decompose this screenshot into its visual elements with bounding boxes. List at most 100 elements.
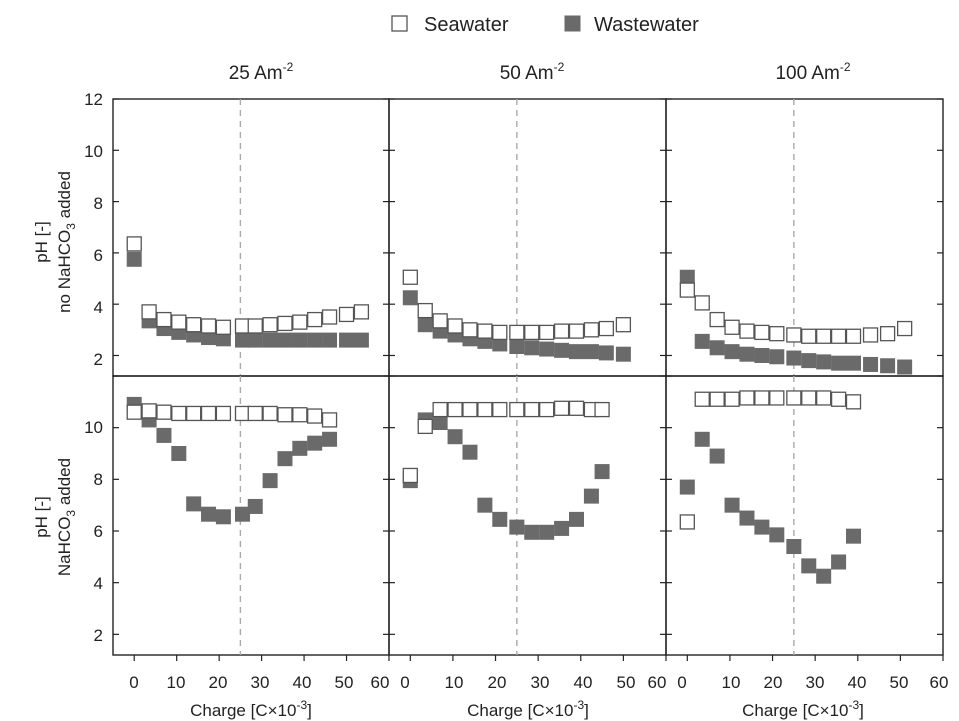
wastewater-point (801, 353, 817, 369)
seawater-point (126, 236, 142, 252)
panel-r2-c2 (388, 375, 667, 661)
wastewater-point (724, 344, 740, 360)
seawater-point (432, 401, 448, 418)
wastewater-point (524, 340, 540, 356)
seawater-point (739, 323, 755, 339)
y-tick-label: 10 (84, 142, 103, 161)
wastewater-point (694, 431, 710, 447)
wastewater-point (679, 269, 695, 285)
seawater-point (447, 318, 463, 334)
seawater-point (862, 327, 879, 343)
y-tick-labels-top: 2 4 6 8 10 12 (84, 90, 103, 369)
seawater-point (786, 390, 802, 406)
wastewater-point (724, 497, 740, 513)
wastewater-point (447, 429, 463, 445)
seawater-point (568, 323, 585, 339)
wastewater-point (831, 554, 847, 570)
wastewater-point (709, 448, 725, 464)
wastewater-point (769, 527, 785, 543)
x-tick-label: 50 (617, 673, 636, 692)
column-title-3: 100 Am-2 (775, 60, 850, 84)
wastewater-point (709, 340, 725, 356)
y-tick-label: 4 (94, 298, 103, 317)
seawater-point (215, 319, 232, 335)
x-tick-label: 60 (371, 673, 390, 692)
seawater-point (141, 403, 157, 419)
seawater-point (816, 390, 832, 406)
panel-frame (665, 375, 944, 656)
panel-r2-c3 (665, 375, 944, 661)
seawater-point (739, 390, 755, 406)
seawater-point (234, 318, 251, 334)
wastewater-point (277, 332, 293, 348)
wastewater-point (417, 317, 433, 333)
seawater-point (724, 319, 740, 335)
wastewater-point (186, 496, 202, 512)
x-tick-label: 30 (806, 673, 825, 692)
wastewater-point (739, 346, 755, 362)
seawater-point (462, 322, 478, 338)
wastewater-point (694, 333, 710, 349)
x-axis-title-3: Charge [C×10-3] (742, 698, 864, 720)
seawater-point (754, 324, 770, 341)
wastewater-point (598, 345, 614, 361)
seawater-point (801, 328, 817, 344)
seawater-point (247, 318, 263, 334)
wastewater-point (594, 464, 610, 480)
wastewater-point (754, 347, 770, 363)
y-tick-label: 6 (94, 522, 103, 541)
seawater-point (830, 328, 847, 344)
seawater-point (539, 324, 555, 341)
x-tick-label: 60 (648, 673, 667, 692)
x-tick-label: 0 (400, 673, 409, 692)
wastewater-point (201, 506, 217, 522)
seawater-point (186, 317, 202, 333)
seawater-point (679, 282, 695, 298)
legend: Seawater Wastewater (391, 14, 699, 36)
seawater-point (816, 328, 832, 344)
seawater-point (896, 320, 913, 337)
seawater-point (509, 401, 525, 418)
wastewater-point (247, 332, 263, 348)
x-tick-labels-col-1: 0 10 20 30 40 50 60 (129, 673, 389, 692)
wastewater-point (292, 440, 308, 456)
legend-wastewater-swatch (564, 15, 581, 32)
wastewater-point (816, 354, 832, 370)
seawater-point (321, 412, 338, 428)
seawater-point (417, 418, 433, 435)
seawater-point (432, 313, 448, 329)
seawater-point (509, 324, 525, 341)
wastewater-point (462, 444, 478, 460)
seawater-point (492, 401, 508, 418)
seawater-point (769, 326, 785, 342)
y-tick-label: 12 (84, 90, 103, 109)
x-tick-label: 10 (445, 673, 464, 692)
row-label-bottom-line2: NaHCO3 added (55, 458, 78, 576)
seawater-point (200, 318, 217, 334)
y-tick-label: 10 (84, 418, 103, 437)
seawater-point (553, 400, 570, 416)
x-tick-labels-col-3: 0 10 20 30 40 50 60 (677, 673, 948, 692)
x-tick-label: 40 (293, 673, 312, 692)
seawater-point (156, 311, 172, 328)
y-tick-label: 8 (94, 194, 103, 213)
seawater-point (247, 405, 263, 422)
wastewater-point (277, 451, 293, 467)
seawater-point (539, 401, 555, 418)
seawater-point (786, 327, 802, 343)
seawater-point (292, 314, 308, 330)
wastewater-point (126, 251, 142, 267)
wastewater-point (432, 415, 448, 430)
x-tick-label: 60 (930, 673, 949, 692)
wastewater-point (292, 332, 308, 348)
y-tick-label: 6 (94, 246, 103, 265)
x-axis-title-2: Charge [C×10-3] (467, 698, 589, 720)
seawater-point (879, 326, 896, 342)
wastewater-point (880, 358, 896, 374)
seawater-point (141, 304, 157, 320)
seawater-point (353, 304, 370, 320)
wastewater-point (262, 332, 278, 348)
wastewater-point (554, 342, 570, 358)
seawater-point (156, 404, 172, 420)
